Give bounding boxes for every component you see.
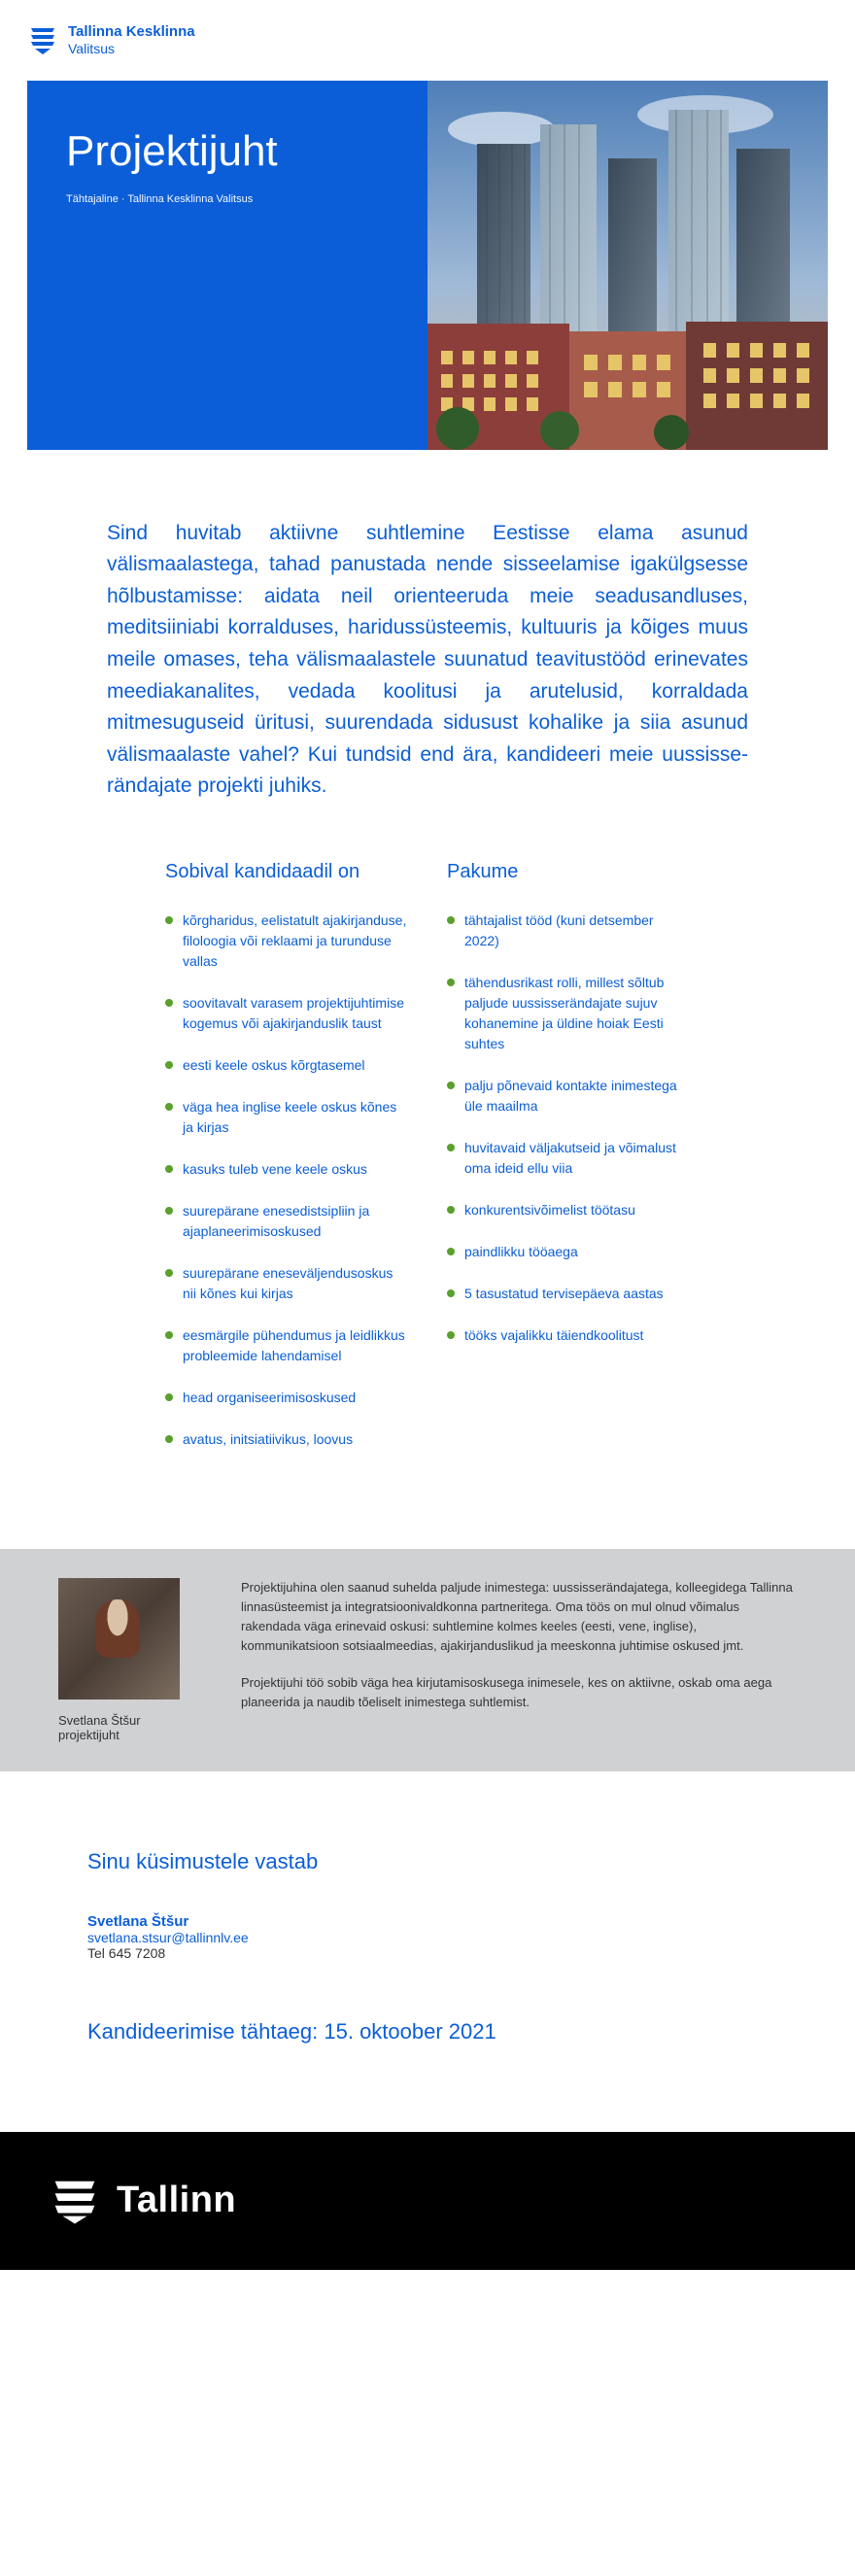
testimonial-photo <box>58 1578 180 1700</box>
list-item: 5 tasustatud tervisepäeva aastas <box>447 1284 690 1304</box>
city-logo-icon <box>27 24 58 55</box>
list-item: paindlikku tööaega <box>447 1242 690 1262</box>
footer-logo-icon <box>51 2177 99 2225</box>
application-deadline: Kandideerimise tähtaeg: 15. oktoober 202… <box>87 2019 768 2044</box>
list-item: suurepärane eneseväljendusoskus nii kõne… <box>165 1263 408 1304</box>
testimonial-block: Svetlana Štšur projektijuht Projektijuhi… <box>0 1549 855 1771</box>
list-item: konkurentsivõimelist töötasu <box>447 1200 690 1220</box>
contact-name: Svetlana Štšur <box>87 1913 768 1930</box>
contact-heading: Sinu küsimustele vastab <box>87 1849 768 1874</box>
list-item: kasuks tuleb vene keele oskus <box>165 1159 408 1180</box>
list-item: eesmärgile pühendumus ja leidlikkus prob… <box>165 1325 408 1366</box>
testimonial-p2: Projektijuhi töö sobib väga hea kirjutam… <box>241 1673 797 1712</box>
contact-phone: Tel 645 7208 <box>87 1945 768 1961</box>
list-item: kõrgharidus, eelistatult ajakirjanduse, … <box>165 910 408 972</box>
footer: Tallinn <box>0 2132 855 2270</box>
list-item: palju põnevaid kontakte inimestega üle m… <box>447 1076 690 1116</box>
list-item: avatus, initsiatiivikus, loovus <box>165 1429 408 1450</box>
list-item: tähtajalist tööd (kuni detsember 2022) <box>447 910 690 951</box>
header-line1: Tallinna Kesklinna <box>68 23 195 41</box>
contact-email[interactable]: svetlana.stsur@tallinnlv.ee <box>87 1930 768 1945</box>
list-item: tööks vajalikku täiendkoolitust <box>447 1325 690 1346</box>
testimonial-name: Svetlana Štšur <box>58 1713 194 1728</box>
list-item: eesti keele oskus kõrgtasemel <box>165 1055 408 1076</box>
contact-block: Sinu küsimustele vastab Svetlana Štšur s… <box>87 1849 768 1961</box>
list-item: head organiseerimisoskused <box>165 1388 408 1408</box>
offer-title: Pakume <box>447 861 690 883</box>
offer-column: Pakume tähtajalist tööd (kuni detsember … <box>447 861 690 1471</box>
top-header: Tallinna Kesklinna Valitsus <box>0 0 855 81</box>
requirements-list: kõrgharidus, eelistatult ajakirjanduse, … <box>165 910 408 1450</box>
requirements-title: Sobival kandidaadil on <box>165 861 408 883</box>
testimonial-body: Projektijuhina olen saanud suhelda palju… <box>241 1578 797 1742</box>
list-item: suurepärane enesedistsipliin ja ajaplane… <box>165 1201 408 1242</box>
requirements-column: Sobival kandidaadil on kõrgharidus, eeli… <box>165 861 408 1471</box>
offer-list: tähtajalist tööd (kuni detsember 2022) t… <box>447 910 690 1346</box>
hero-text-panel: Projektijuht Tähtajaline · Tallinna Kesk… <box>27 81 428 450</box>
list-item: huvitavaid väljakutseid ja võimalust oma… <box>447 1138 690 1179</box>
list-item: soovitavalt varasem projektijuhtimise ko… <box>165 993 408 1034</box>
hero: Projektijuht Tähtajaline · Tallinna Kesk… <box>27 81 828 450</box>
job-subtitle: Tähtajaline · Tallinna Kesklinna Valitsu… <box>66 193 389 205</box>
footer-text: Tallinn <box>117 2180 236 2221</box>
intro-paragraph: Sind huvitab aktiivne suhtlemine Eestiss… <box>107 518 748 803</box>
testimonial-p1: Projektijuhina olen saanud suhelda palju… <box>241 1578 797 1657</box>
list-item: tähendusrikast rolli, millest sõltub pal… <box>447 973 690 1054</box>
list-item: väga hea inglise keele oskus kõnes ja ki… <box>165 1097 408 1138</box>
hero-image <box>428 81 828 450</box>
testimonial-person: Svetlana Štšur projektijuht <box>58 1578 194 1742</box>
job-title: Projektijuht <box>66 127 389 176</box>
requirements-offer-columns: Sobival kandidaadil on kõrgharidus, eeli… <box>165 861 690 1471</box>
header-line2: Valitsus <box>68 41 195 57</box>
testimonial-role: projektijuht <box>58 1728 194 1742</box>
header-org-name: Tallinna Kesklinna Valitsus <box>68 23 195 57</box>
